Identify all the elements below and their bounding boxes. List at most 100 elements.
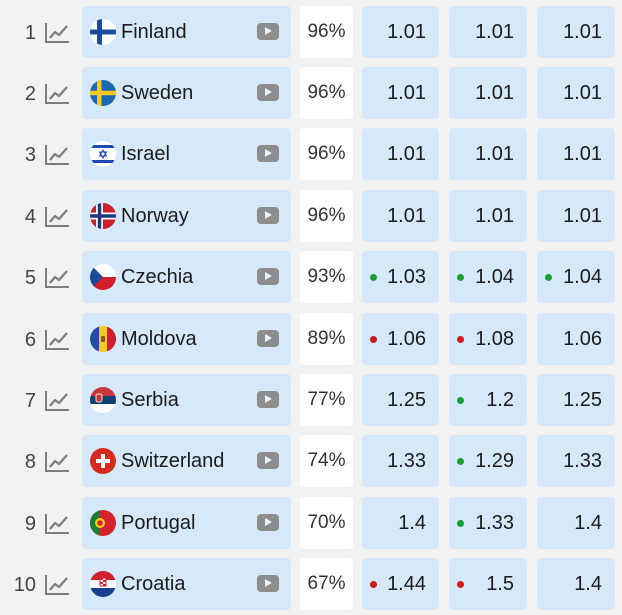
line-chart-icon[interactable] [44, 512, 70, 536]
country-cell[interactable]: Moldova [82, 313, 291, 365]
line-chart-icon[interactable] [44, 143, 70, 167]
switzerland-flag-icon [90, 448, 116, 474]
rank-number: 7 [24, 390, 36, 412]
odds-cell[interactable]: 1.01 [449, 67, 527, 119]
play-icon[interactable] [257, 575, 279, 592]
odds-value: 1.33 [387, 449, 426, 472]
play-icon[interactable] [257, 452, 279, 469]
odds-cell[interactable]: 1.4 [362, 497, 439, 549]
table-row: 3 Israel 96% 1.01 1.01 1.01 [0, 128, 622, 183]
odds-cell[interactable]: 1.2 [449, 374, 527, 426]
country-name: Finland [121, 20, 187, 43]
odds-value: 1.01 [563, 20, 602, 43]
qualify-percent: 96% [300, 6, 353, 58]
country-cell[interactable]: Finland [82, 6, 291, 58]
play-icon[interactable] [257, 330, 279, 347]
odds-cell[interactable]: 1.01 [449, 128, 527, 180]
portugal-flag-icon [90, 510, 116, 536]
odds-value: 1.29 [475, 449, 514, 472]
line-chart-icon[interactable] [44, 328, 70, 352]
odds-value: 1.2 [486, 388, 514, 411]
qualify-percent: 67% [300, 558, 353, 610]
rank-number: 3 [24, 144, 36, 166]
odds-cell[interactable]: 1.33 [449, 497, 527, 549]
line-chart-icon[interactable] [44, 205, 70, 229]
odds-cell[interactable]: 1.01 [537, 190, 615, 242]
country-cell[interactable]: Serbia [82, 374, 291, 426]
table-row: 6 Moldova 89% 1.06 1.08 1.06 [0, 313, 622, 368]
odds-cell[interactable]: 1.01 [362, 67, 439, 119]
odds-value: 1.44 [387, 572, 426, 595]
odds-cell[interactable]: 1.04 [537, 251, 615, 303]
czechia-flag-icon [90, 264, 116, 290]
odds-cell[interactable]: 1.33 [362, 435, 439, 487]
line-chart-icon[interactable] [44, 21, 70, 45]
odds-value: 1.25 [563, 388, 602, 411]
odds-value: 1.4 [398, 511, 426, 534]
line-chart-icon[interactable] [44, 389, 70, 413]
play-icon[interactable] [257, 84, 279, 101]
country-cell[interactable]: Portugal [82, 497, 291, 549]
trend-dot [457, 458, 464, 465]
odds-cell[interactable]: 1.04 [449, 251, 527, 303]
rank-number: 2 [24, 83, 36, 105]
country-cell[interactable]: Switzerland [82, 435, 291, 487]
table-row: 10 Croatia 67% 1.44 1.5 1.4 [0, 558, 622, 613]
line-chart-icon[interactable] [44, 450, 70, 474]
odds-cell[interactable]: 1.06 [362, 313, 439, 365]
odds-cell[interactable]: 1.25 [537, 374, 615, 426]
country-name: Switzerland [121, 449, 225, 472]
odds-value: 1.06 [387, 327, 426, 350]
play-icon[interactable] [257, 23, 279, 40]
odds-cell[interactable]: 1.25 [362, 374, 439, 426]
rank-number: 1 [24, 22, 36, 44]
line-chart-icon[interactable] [44, 573, 70, 597]
odds-cell[interactable]: 1.01 [537, 128, 615, 180]
country-cell[interactable]: Norway [82, 190, 291, 242]
odds-cell[interactable]: 1.4 [537, 497, 615, 549]
odds-cell[interactable]: 1.4 [537, 558, 615, 610]
play-icon[interactable] [257, 391, 279, 408]
line-chart-icon[interactable] [44, 82, 70, 106]
odds-value: 1.04 [475, 265, 514, 288]
odds-cell[interactable]: 1.01 [362, 128, 439, 180]
trend-dot [370, 274, 377, 281]
play-icon[interactable] [257, 145, 279, 162]
play-icon[interactable] [257, 514, 279, 531]
odds-cell[interactable]: 1.01 [449, 6, 527, 58]
play-icon[interactable] [257, 207, 279, 224]
odds-cell[interactable]: 1.01 [537, 67, 615, 119]
sweden-flag-icon [90, 80, 116, 106]
rank-number: 4 [24, 206, 36, 228]
odds-cell[interactable]: 1.29 [449, 435, 527, 487]
croatia-flag-icon [90, 571, 116, 597]
table-row: 2 Sweden 96% 1.01 1.01 1.01 [0, 67, 622, 122]
odds-cell[interactable]: 1.01 [362, 190, 439, 242]
country-cell[interactable]: Israel [82, 128, 291, 180]
trend-dot [370, 336, 377, 343]
country-cell[interactable]: Czechia [82, 251, 291, 303]
rank-number: 10 [13, 574, 36, 596]
odds-value: 1.01 [475, 81, 514, 104]
odds-cell[interactable]: 1.03 [362, 251, 439, 303]
country-cell[interactable]: Croatia [82, 558, 291, 610]
odds-value: 1.01 [387, 142, 426, 165]
country-cell[interactable]: Sweden [82, 67, 291, 119]
country-name: Portugal [121, 511, 196, 534]
table-row: 9 Portugal 70% 1.4 1.33 1.4 [0, 497, 622, 552]
odds-cell[interactable]: 1.08 [449, 313, 527, 365]
line-chart-icon[interactable] [44, 266, 70, 290]
odds-cell[interactable]: 1.01 [362, 6, 439, 58]
finland-flag-icon [90, 19, 116, 45]
qualify-percent: 96% [300, 67, 353, 119]
play-icon[interactable] [257, 268, 279, 285]
rank-number: 6 [24, 329, 36, 351]
odds-cell[interactable]: 1.01 [449, 190, 527, 242]
odds-cell[interactable]: 1.01 [537, 6, 615, 58]
odds-value: 1.03 [387, 265, 426, 288]
odds-cell[interactable]: 1.5 [449, 558, 527, 610]
odds-cell[interactable]: 1.33 [537, 435, 615, 487]
odds-cell[interactable]: 1.06 [537, 313, 615, 365]
odds-cell[interactable]: 1.44 [362, 558, 439, 610]
